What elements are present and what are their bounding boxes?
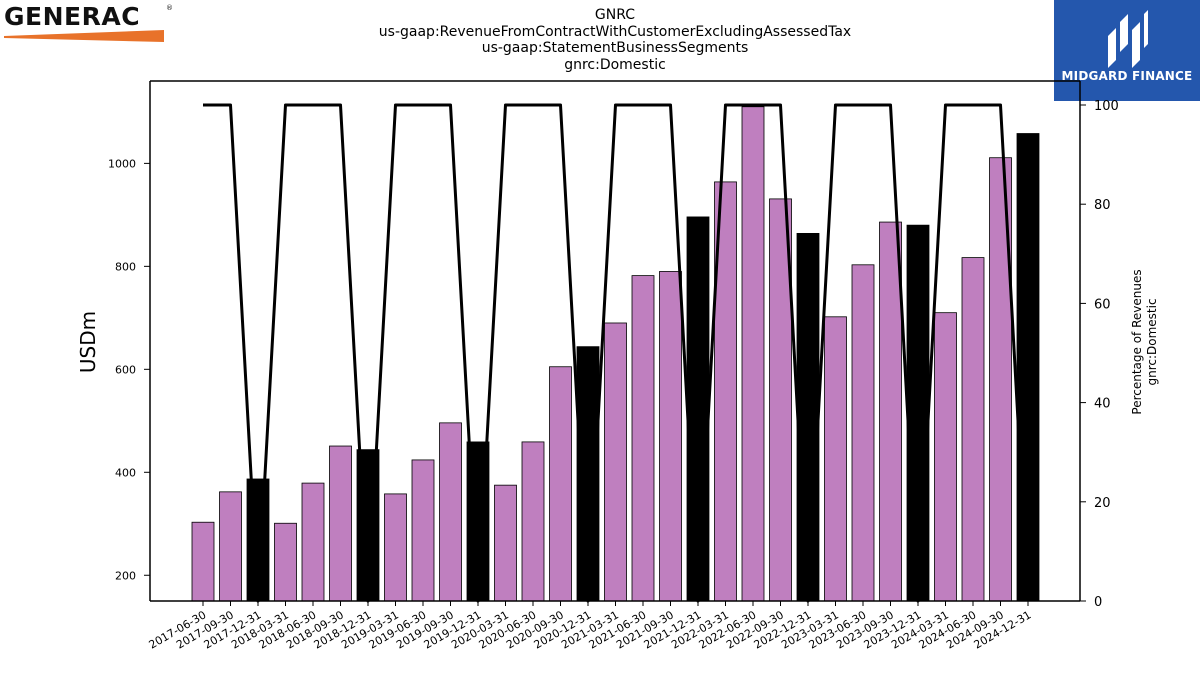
title-line-3: us-gaap:StatementBusinessSegments bbox=[481, 40, 749, 56]
bar-2018-06-30 bbox=[301, 482, 325, 602]
midgard-mark-icon bbox=[1108, 10, 1148, 68]
y2-tick-label-100: 100 bbox=[1094, 99, 1119, 114]
y2-axis-label-line-1: Percentage of Revenues bbox=[1130, 269, 1144, 414]
generac-wordmark: GENERAC bbox=[4, 2, 141, 31]
y-tick-label-400: 400 bbox=[115, 466, 136, 479]
y2-tick-label-60: 60 bbox=[1094, 297, 1111, 312]
bar-2023-12-31 bbox=[906, 224, 930, 602]
chart-title: GNRC us-gaap:RevenueFromContractWithCust… bbox=[300, 7, 930, 73]
y-tick-label-1000: 1000 bbox=[108, 157, 136, 170]
bar-2020-09-30 bbox=[549, 366, 572, 602]
y-tick-labels: 200 400 600 800 1000 bbox=[108, 157, 136, 582]
midgard-finance-logo: MIDGARD FINANCE bbox=[1054, 0, 1200, 101]
registered-mark: ® bbox=[166, 4, 173, 12]
bar-2019-03-31 bbox=[384, 493, 407, 602]
title-line-1: GNRC bbox=[594, 7, 636, 23]
y2-tick-label-0: 0 bbox=[1094, 595, 1102, 610]
title-line-2: us-gaap:RevenueFromContractWithCustomerE… bbox=[378, 23, 852, 40]
axes-group bbox=[144, 80, 1086, 606]
y2-axis-label-line-2: gnrc:Domestic bbox=[1145, 298, 1159, 385]
bar-2021-09-30 bbox=[659, 271, 682, 602]
bar-2021-06-30 bbox=[631, 275, 655, 602]
bars-group bbox=[191, 106, 1040, 602]
bar-2023-03-31 bbox=[824, 316, 847, 602]
bar-2018-09-30 bbox=[329, 445, 352, 602]
midgard-wordmark: MIDGARD FINANCE bbox=[1061, 69, 1193, 83]
bar-2024-06-30 bbox=[961, 257, 985, 602]
bar-2018-03-31 bbox=[274, 522, 297, 602]
y2-tick-label-80: 80 bbox=[1094, 198, 1111, 213]
bar-2024-12-31 bbox=[1016, 133, 1040, 602]
y2-tick-label-40: 40 bbox=[1094, 397, 1111, 412]
bar-2021-03-31 bbox=[604, 322, 627, 602]
bar-2022-12-31 bbox=[796, 232, 820, 602]
bar-2019-06-30 bbox=[411, 459, 435, 602]
title-line-4: gnrc:Domestic bbox=[564, 56, 666, 73]
bar-2023-06-30 bbox=[851, 264, 875, 602]
bar-2019-09-30 bbox=[439, 422, 462, 602]
y2-tick-label-20: 20 bbox=[1094, 496, 1111, 511]
bar-2023-09-30 bbox=[879, 221, 902, 602]
y-axis-label: USDm bbox=[76, 311, 100, 373]
bar-2022-06-30 bbox=[741, 106, 765, 602]
bar-2020-03-31 bbox=[494, 484, 517, 602]
y-tick-label-800: 800 bbox=[115, 260, 136, 273]
generac-logo: GENERAC ® bbox=[4, 4, 174, 44]
x-tick-labels: 2017-06-302017-09-302017-12-312018-03-31… bbox=[147, 608, 1034, 651]
line-group bbox=[203, 103, 1030, 603]
percentage-line bbox=[203, 103, 1030, 603]
bar-2021-12-31 bbox=[686, 216, 710, 602]
y-tick-label-600: 600 bbox=[115, 363, 136, 376]
bar-2017-06-30 bbox=[191, 521, 215, 602]
y-tick-label-200: 200 bbox=[115, 569, 136, 582]
bar-2024-03-31 bbox=[934, 312, 957, 602]
generac-swoosh-icon bbox=[4, 30, 164, 42]
bar-2017-09-30 bbox=[219, 491, 242, 602]
bar-2020-06-30 bbox=[521, 441, 545, 602]
y2-tick-labels: 0 20 40 60 80 100 bbox=[1094, 99, 1119, 610]
